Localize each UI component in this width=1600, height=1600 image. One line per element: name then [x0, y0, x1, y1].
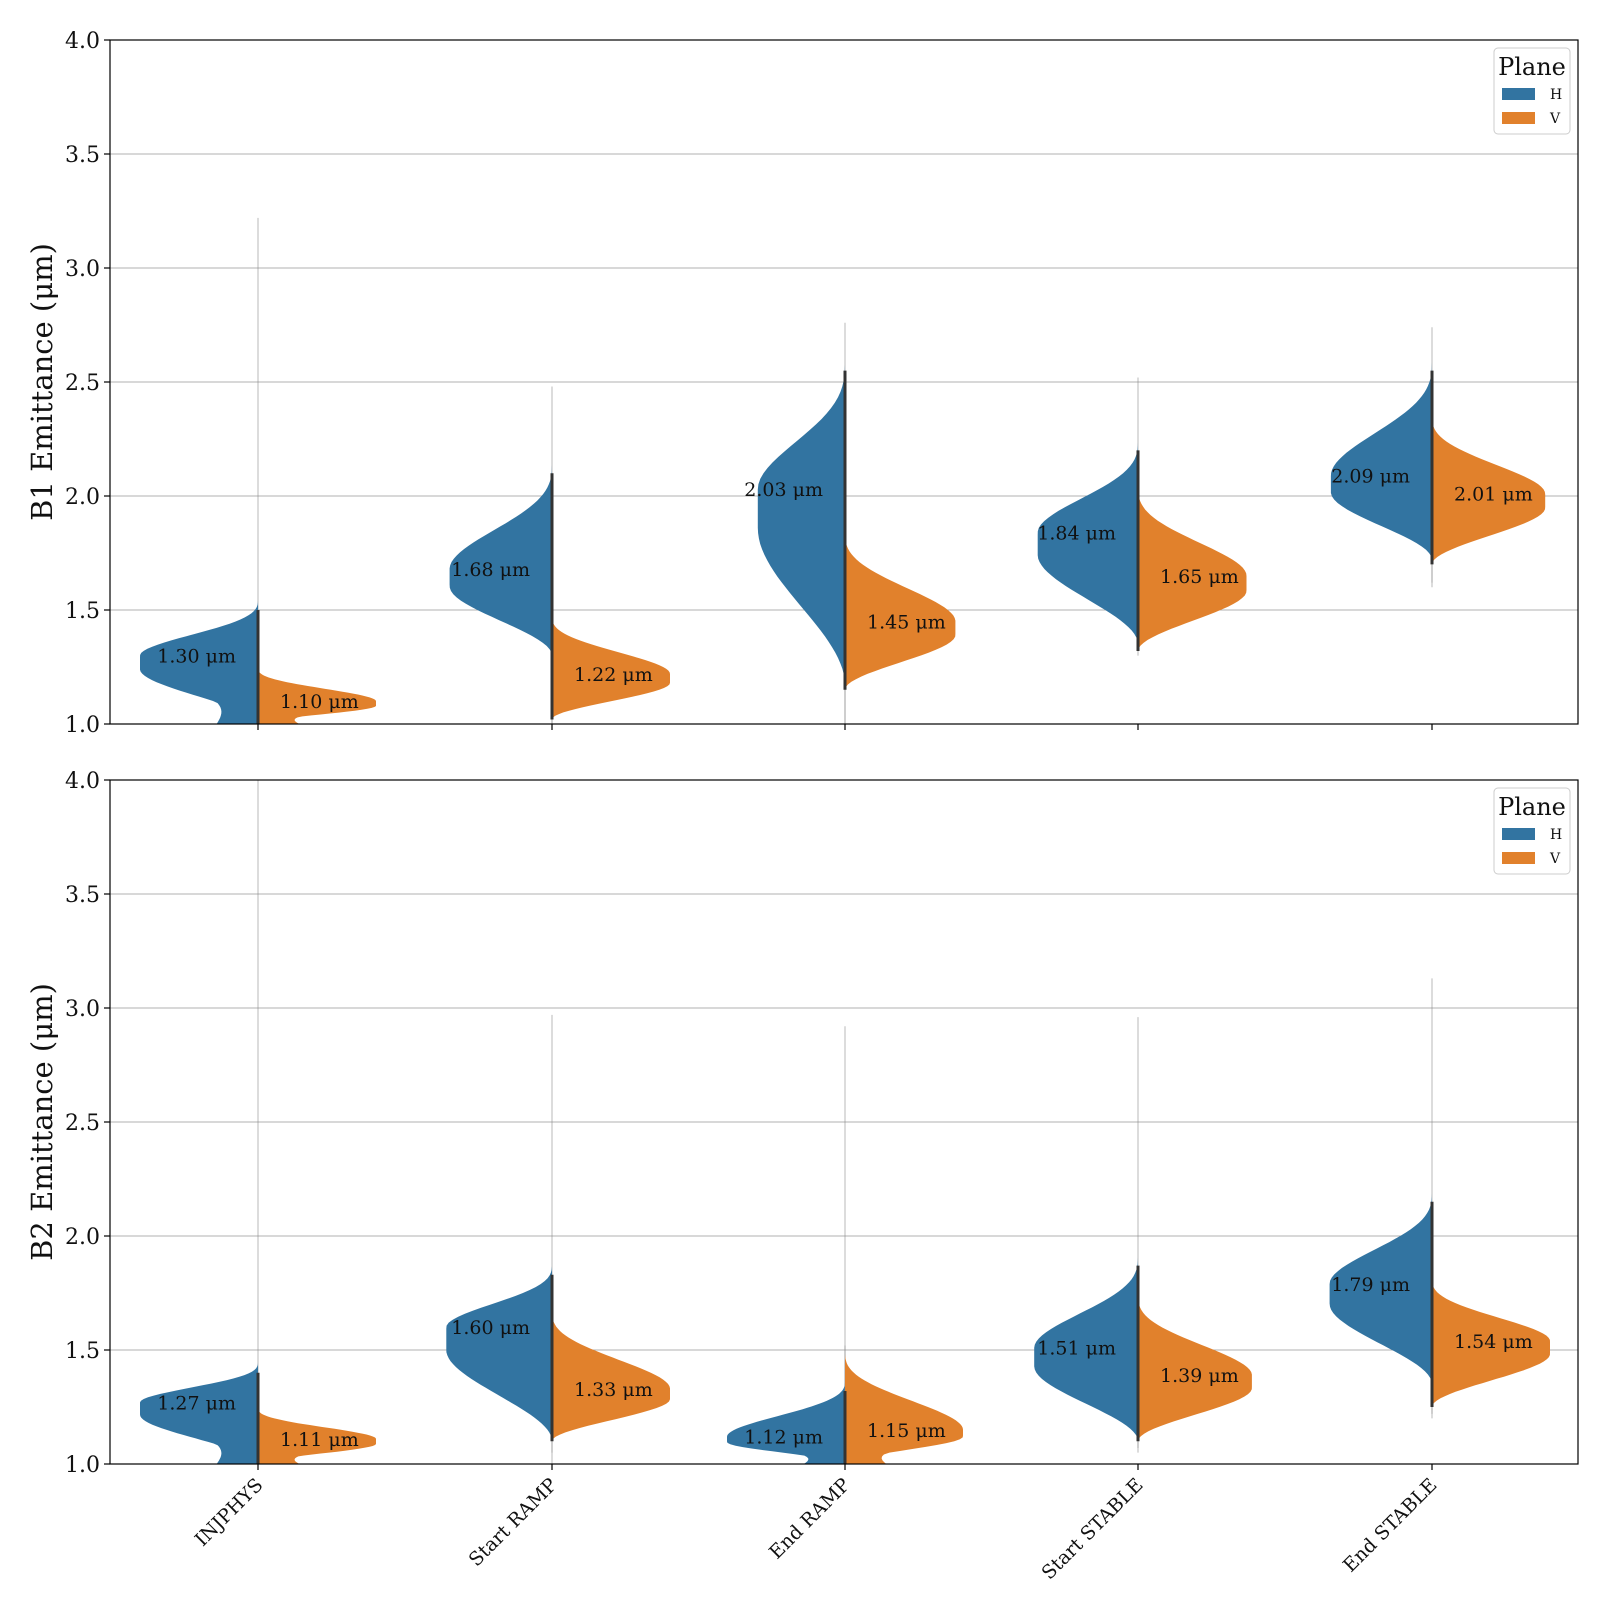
- panel-2: 1.0 1.5 2.0 2.5 3.0 3.5 4.0 B2 Emittance (μm) 1.…: [25, 769, 1579, 1584]
- median-label-V-2: 1.15 μm: [867, 1420, 946, 1442]
- median-label-H-4: 2.09 μm: [1331, 465, 1410, 487]
- y-tick-label: 2.5: [65, 1111, 100, 1136]
- legend: Plane HV: [1493, 787, 1571, 875]
- legend: Plane HV: [1493, 47, 1571, 135]
- x-category-label: INJPHYS: [191, 1474, 268, 1551]
- median-label-V-3: 1.65 μm: [1160, 566, 1239, 588]
- median-label-H-2: 2.03 μm: [744, 479, 823, 501]
- violins: [140, 780, 1550, 1464]
- median-label-V-4: 1.54 μm: [1454, 1331, 1533, 1353]
- violin-H-2: [757, 359, 845, 686]
- y-tick-label: 4.0: [65, 769, 100, 794]
- y-tick-label: 3.5: [65, 883, 100, 908]
- panel-1: 1.0 1.5 2.0 2.5 3.0 3.5 4.0 B1 Emittance (μm) 1.…: [25, 29, 1579, 738]
- y-tick-label: 3.0: [65, 997, 100, 1022]
- violin-H-1: [446, 1263, 552, 1442]
- violin-V-4: [1432, 1277, 1550, 1407]
- violin-H-3: [1037, 439, 1138, 645]
- legend-swatch-H: [1502, 88, 1535, 100]
- violin-H-3: [1034, 1254, 1138, 1442]
- y-tick-label: 1.5: [65, 1339, 100, 1364]
- violin-V-2: [845, 530, 956, 690]
- legend-swatch-V: [1502, 112, 1535, 124]
- y-axis-label: B1 Emittance (μm): [25, 243, 59, 521]
- x-category-label: End STABLE: [1339, 1474, 1442, 1577]
- legend-title: Plane: [1498, 793, 1566, 821]
- y-tick-label: 2.5: [65, 371, 100, 396]
- y-axis-label: B2 Emittance (μm): [25, 983, 59, 1261]
- axes-frame: [109, 39, 1579, 725]
- violin-H-0: [140, 598, 258, 724]
- y-tick-label: 1.0: [65, 1453, 100, 1478]
- y-tick-label: 3.0: [65, 257, 100, 282]
- violin-V-4: [1432, 413, 1546, 565]
- y-tick-label: 1.0: [65, 713, 100, 738]
- median-label-H-0: 1.30 μm: [157, 646, 236, 668]
- median-label-V-1: 1.22 μm: [574, 664, 653, 686]
- median-label-V-4: 2.01 μm: [1454, 484, 1533, 506]
- y-tick-label: 2.0: [65, 485, 100, 510]
- median-label-V-0: 1.10 μm: [280, 691, 359, 713]
- axes-frame: [109, 779, 1579, 1465]
- x-category-label: Start RAMP: [465, 1474, 562, 1571]
- violins: [140, 217, 1546, 724]
- y-tick-label: 4.0: [65, 29, 100, 54]
- legend-swatch-V: [1502, 852, 1535, 864]
- median-label-V-0: 1.11 μm: [280, 1429, 359, 1451]
- violin-H-1: [449, 461, 552, 656]
- violin-V-1: [552, 1308, 670, 1442]
- median-label-H-3: 1.84 μm: [1037, 522, 1116, 544]
- y-tick-label: 2.0: [65, 1225, 100, 1250]
- violin-H-2: [727, 1379, 845, 1464]
- median-label-H-4: 1.79 μm: [1331, 1274, 1410, 1296]
- violin-V-2: [845, 1350, 963, 1464]
- x-category-label: End RAMP: [765, 1474, 855, 1564]
- legend-swatch-H: [1502, 828, 1535, 840]
- legend-label-H: H: [1550, 87, 1562, 103]
- median-label-H-3: 1.51 μm: [1037, 1338, 1116, 1360]
- median-label-V-2: 1.45 μm: [867, 611, 946, 633]
- violin-V-0: [258, 1407, 376, 1464]
- legend-label-V: V: [1549, 851, 1561, 867]
- median-label-H-1: 1.60 μm: [451, 1317, 530, 1339]
- median-label-H-2: 1.12 μm: [744, 1427, 823, 1449]
- violin-H-0: [140, 1361, 258, 1464]
- legend-label-H: H: [1550, 827, 1562, 843]
- violin-V-3: [1138, 484, 1247, 652]
- violin-V-1: [552, 614, 670, 720]
- median-label-V-3: 1.39 μm: [1160, 1365, 1239, 1387]
- x-category-label: Start STABLE: [1038, 1474, 1148, 1584]
- median-label-H-1: 1.68 μm: [451, 559, 530, 581]
- median-label-H-0: 1.27 μm: [157, 1392, 236, 1414]
- median-label-V-1: 1.33 μm: [574, 1379, 653, 1401]
- violin-V-0: [258, 667, 376, 724]
- y-tick-label: 1.5: [65, 599, 100, 624]
- y-tick-label: 3.5: [65, 143, 100, 168]
- legend-label-V: V: [1549, 111, 1561, 127]
- violin-H-4: [1329, 1190, 1432, 1385]
- legend-title: Plane: [1498, 53, 1566, 81]
- violin-V-3: [1138, 1293, 1252, 1442]
- violin-H-4: [1330, 359, 1432, 560]
